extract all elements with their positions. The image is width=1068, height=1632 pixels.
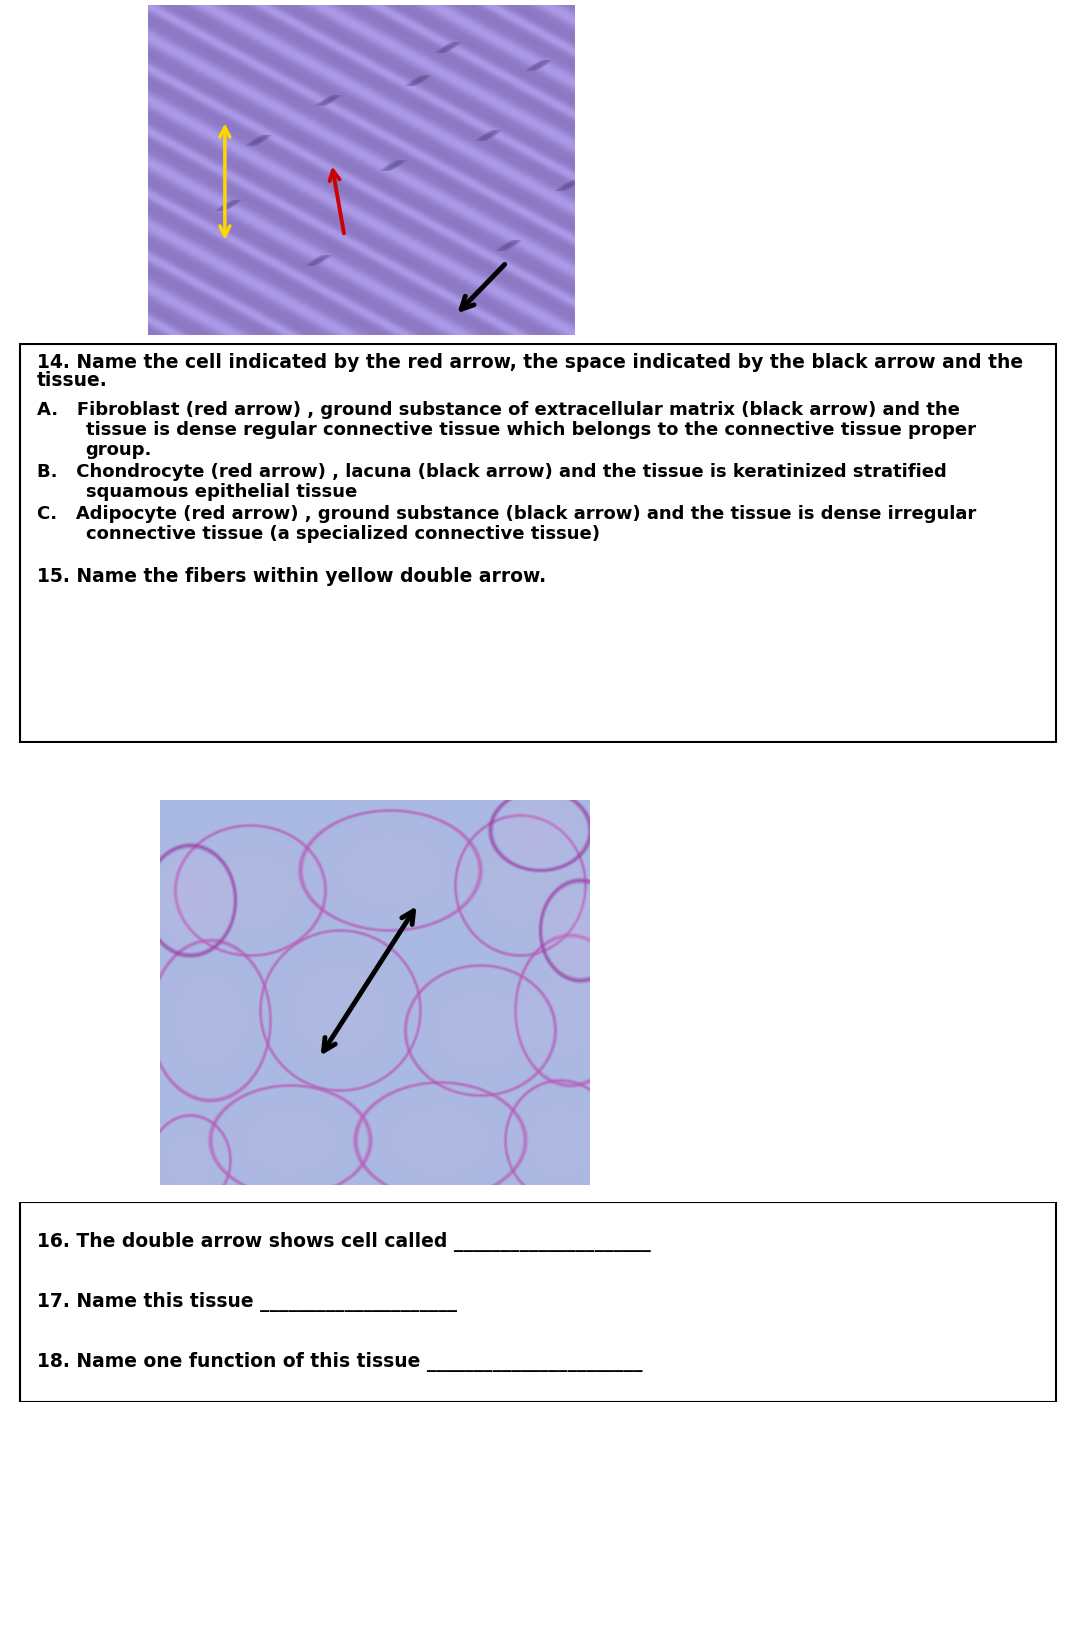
Text: C.   Adipocyte (red arrow) , ground substance (black arrow) and the tissue is de: C. Adipocyte (red arrow) , ground substa… [36,504,976,522]
Text: group.: group. [85,441,152,459]
Text: 14. Name the cell indicated by the red arrow, the space indicated by the black a: 14. Name the cell indicated by the red a… [36,353,1023,372]
Text: squamous epithelial tissue: squamous epithelial tissue [85,483,357,501]
Text: B.   Chondrocyte (red arrow) , lacuna (black arrow) and the tissue is keratinize: B. Chondrocyte (red arrow) , lacuna (bla… [36,463,946,481]
Text: 17. Name this tissue _____________________: 17. Name this tissue ___________________… [36,1293,457,1312]
Text: connective tissue (a specialized connective tissue): connective tissue (a specialized connect… [85,526,599,543]
Text: tissue is dense regular connective tissue which belongs to the connective tissue: tissue is dense regular connective tissu… [85,421,975,439]
FancyBboxPatch shape [20,344,1056,743]
Text: 18. Name one function of this tissue _______________________: 18. Name one function of this tissue ___… [36,1351,642,1373]
FancyBboxPatch shape [20,1203,1056,1402]
Text: 15. Name the fibers within yellow double arrow.: 15. Name the fibers within yellow double… [36,566,546,586]
Text: tissue.: tissue. [36,370,108,390]
Text: A.   Fibroblast (red arrow) , ground substance of extracellular matrix (black ar: A. Fibroblast (red arrow) , ground subst… [36,401,959,419]
Text: 16. The double arrow shows cell called _____________________: 16. The double arrow shows cell called _… [36,1232,650,1252]
